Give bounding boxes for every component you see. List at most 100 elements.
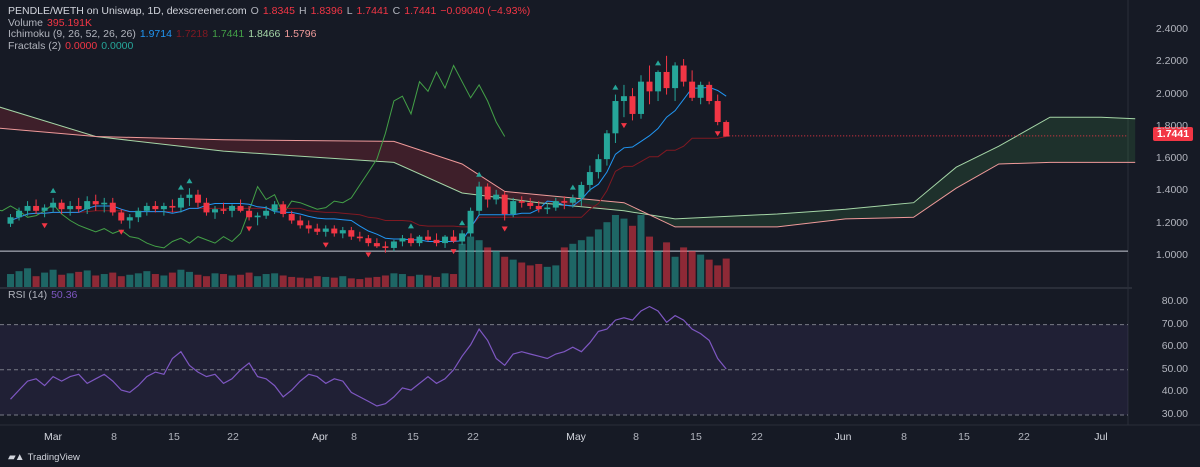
symbol-title[interactable]: PENDLE/WETH on Uniswap, 1D, dexscreener.… (8, 5, 247, 17)
rsi-label: RSI (14) (8, 289, 48, 301)
ichimoku-chikou-line (0, 64, 506, 249)
candle-body (672, 65, 679, 89)
price-tick-label: 1.4000 (1155, 184, 1188, 197)
candle-body (646, 81, 653, 92)
candle-body (689, 81, 696, 98)
candle-body (552, 201, 559, 208)
time-tick-label: 22 (1018, 431, 1030, 443)
candle-body (118, 212, 125, 221)
price-tick-label: 1.6000 (1155, 152, 1188, 165)
ichimoku-chikou-value: 1.7441 (212, 28, 245, 40)
volume-bar (305, 278, 313, 287)
time-tick-label: 15 (958, 431, 970, 443)
candle-body (203, 202, 210, 213)
volume-bar (594, 229, 602, 287)
volume-bar (194, 274, 202, 287)
candle-body (186, 194, 193, 198)
candle-body (442, 236, 449, 244)
legend-ichimoku-row[interactable]: Ichimoku (9, 26, 52, 26, 26) 1.9714 1.72… (8, 28, 530, 41)
volume-bar (518, 262, 526, 287)
candle-body (246, 210, 253, 218)
candle-body (24, 205, 31, 211)
candle-body (663, 71, 670, 89)
volume-bar (288, 276, 296, 287)
candle-body (629, 96, 636, 114)
volume-bar (680, 247, 688, 287)
volume-bar (66, 273, 74, 287)
candle-body (603, 133, 610, 160)
candle-body (493, 194, 500, 200)
ichimoku-tenkan-value: 1.9714 (139, 28, 172, 40)
candle-body (305, 225, 312, 229)
candle-body (450, 236, 457, 242)
volume-bar (24, 268, 32, 287)
time-tick-label: 22 (751, 431, 763, 443)
time-tick-label: 8 (633, 431, 639, 443)
rsi-tick-label: 80.00 (1161, 295, 1188, 307)
ohlc-l-label: L (346, 5, 353, 17)
candle-body (331, 228, 338, 234)
tradingview-logo[interactable]: ▰▲ TradingView (8, 452, 80, 463)
time-tick-label: 22 (227, 431, 239, 443)
candle-body (50, 202, 57, 208)
volume-bar (92, 275, 100, 287)
time-tick-label: Apr (311, 431, 329, 443)
time-tick-label: 15 (407, 431, 419, 443)
legend-fractals-row[interactable]: Fractals (2) 0.0000 0.0000 (8, 40, 530, 53)
volume-bar (526, 265, 534, 287)
volume-bar (407, 276, 415, 287)
candle-body (84, 201, 91, 210)
candle-body (75, 205, 82, 210)
time-tick-label: 22 (467, 431, 479, 443)
volume-bar (441, 273, 449, 287)
volume-bar (75, 271, 83, 287)
volume-bar (620, 218, 628, 287)
candle-body (339, 230, 346, 234)
time-tick-label: Mar (43, 431, 63, 443)
time-tick-label: Jul (1094, 431, 1108, 443)
candle-body (271, 204, 278, 211)
volume-bar (202, 276, 210, 287)
chart-legend: PENDLE/WETH on Uniswap, 1D, dexscreener.… (8, 5, 530, 53)
volume-bar (637, 215, 645, 287)
fractal-down-marker (118, 229, 125, 235)
candle-body (212, 209, 218, 213)
volume-bar (671, 256, 679, 287)
candle-body (680, 65, 687, 82)
fractal-up-marker (50, 187, 57, 193)
rsi-legend[interactable]: RSI (14) 50.36 (8, 289, 77, 301)
volume-bar (168, 272, 176, 287)
candle-body (229, 205, 236, 211)
rsi-tick-label: 40.00 (1161, 385, 1188, 398)
ichimoku-span-a-line (0, 106, 1136, 220)
candle-body (7, 217, 14, 224)
candle-body (126, 217, 133, 221)
candle-body (612, 101, 619, 134)
tradingview-icon: ▰▲ (8, 452, 25, 463)
volume-bar (83, 270, 91, 287)
price-tick-label: 1.8000 (1155, 119, 1188, 132)
volume-bar (603, 222, 611, 287)
volume-bar (296, 277, 304, 287)
time-tick-label: 8 (901, 431, 907, 443)
candle-body (655, 71, 662, 92)
candle-body (143, 205, 150, 211)
candle-body (484, 186, 491, 200)
candle-body (620, 96, 627, 102)
volume-bar (611, 215, 619, 287)
volume-bar (177, 269, 185, 287)
legend-volume-row[interactable]: Volume 395.191K (8, 17, 530, 30)
volume-bar (41, 272, 49, 287)
volume-bar (654, 251, 662, 287)
volume-bar (58, 274, 66, 287)
volume-bar (509, 259, 517, 287)
ichimoku-tenkan-line (10, 86, 727, 242)
volume-bar (458, 243, 466, 287)
volume-bar (714, 265, 722, 287)
fractal-down-marker (714, 131, 721, 137)
volume-bar (552, 265, 560, 287)
candle-body (348, 230, 355, 237)
candle-body (407, 238, 414, 244)
price-tick-label: 2.0000 (1155, 87, 1188, 100)
